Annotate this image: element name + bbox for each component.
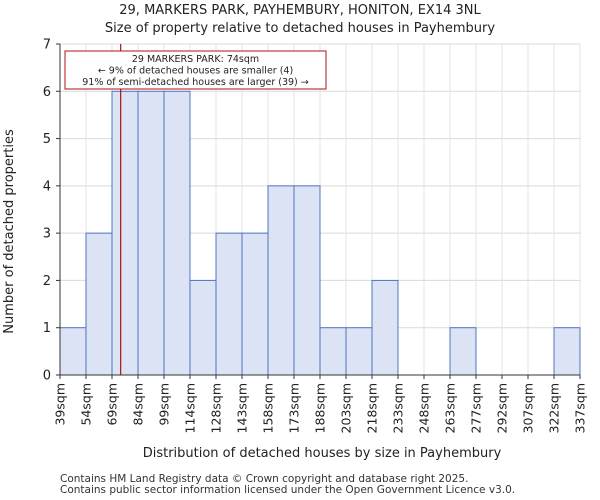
y-axis-label: Number of detached properties <box>2 129 17 334</box>
annotation-line: ← 9% of detached houses are smaller (4) <box>98 66 293 77</box>
histogram-bar <box>371 279 399 376</box>
histogram-bar <box>241 232 269 376</box>
histogram-bar <box>85 232 113 376</box>
x-tick-label: 203sqm <box>339 383 354 433</box>
x-tick-label: 248sqm <box>417 383 432 433</box>
x-tick-label: 54sqm <box>79 383 94 426</box>
histogram-bar <box>59 327 87 376</box>
histogram-bar <box>449 327 477 376</box>
x-tick-label: 114sqm <box>183 383 198 433</box>
x-tick-label: 143sqm <box>235 383 250 433</box>
histogram-bar <box>215 232 243 376</box>
chart-title: 29, MARKERS PARK, PAYHEMBURY, HONITON, E… <box>119 3 481 18</box>
y-tick-label: 4 <box>43 179 51 194</box>
y-tick-label: 2 <box>43 274 51 289</box>
y-tick-label: 7 <box>43 38 51 53</box>
histogram-bar <box>111 90 139 376</box>
chart-subtitle: Size of property relative to detached ho… <box>104 21 496 36</box>
footer-line-2: Contains public sector information licen… <box>60 484 516 496</box>
x-tick-label: 307sqm <box>521 383 536 433</box>
x-tick-label: 69sqm <box>105 383 120 426</box>
x-tick-label: 39sqm <box>53 383 68 426</box>
x-tick-label: 99sqm <box>157 383 172 426</box>
x-tick-label: 337sqm <box>573 383 588 433</box>
histogram-bar <box>267 185 295 376</box>
histogram-bar <box>345 327 373 376</box>
annotation-box <box>64 50 327 90</box>
histogram-bar <box>293 185 321 376</box>
y-tick-label: 0 <box>43 369 51 384</box>
histogram-bar <box>163 90 191 376</box>
y-tick-label: 5 <box>43 132 51 147</box>
y-tick-label: 1 <box>43 321 51 336</box>
x-tick-label: 233sqm <box>391 383 406 433</box>
x-tick-label: 263sqm <box>443 383 458 433</box>
histogram-bar <box>189 279 217 376</box>
x-tick-label: 173sqm <box>287 383 302 433</box>
y-tick-label: 6 <box>43 85 51 100</box>
x-tick-label: 292sqm <box>495 383 510 433</box>
y-tick-label: 3 <box>43 227 51 242</box>
histogram-bar <box>137 90 165 376</box>
histogram-bar <box>319 327 347 376</box>
x-tick-label: 218sqm <box>365 383 380 433</box>
x-tick-label: 158sqm <box>261 383 276 433</box>
x-tick-label: 128sqm <box>209 383 224 433</box>
x-tick-label: 84sqm <box>131 383 146 426</box>
x-tick-label: 188sqm <box>313 383 328 433</box>
footer-line-1: Contains HM Land Registry data © Crown c… <box>60 473 469 485</box>
annotation-line: 91% of semi-detached houses are larger (… <box>82 77 309 88</box>
x-tick-label: 277sqm <box>469 383 484 433</box>
x-axis-label: Distribution of detached houses by size … <box>143 446 502 461</box>
x-tick-label: 322sqm <box>547 383 562 433</box>
histogram-bar <box>553 327 581 376</box>
annotation-line: 29 MARKERS PARK: 74sqm <box>132 54 259 65</box>
